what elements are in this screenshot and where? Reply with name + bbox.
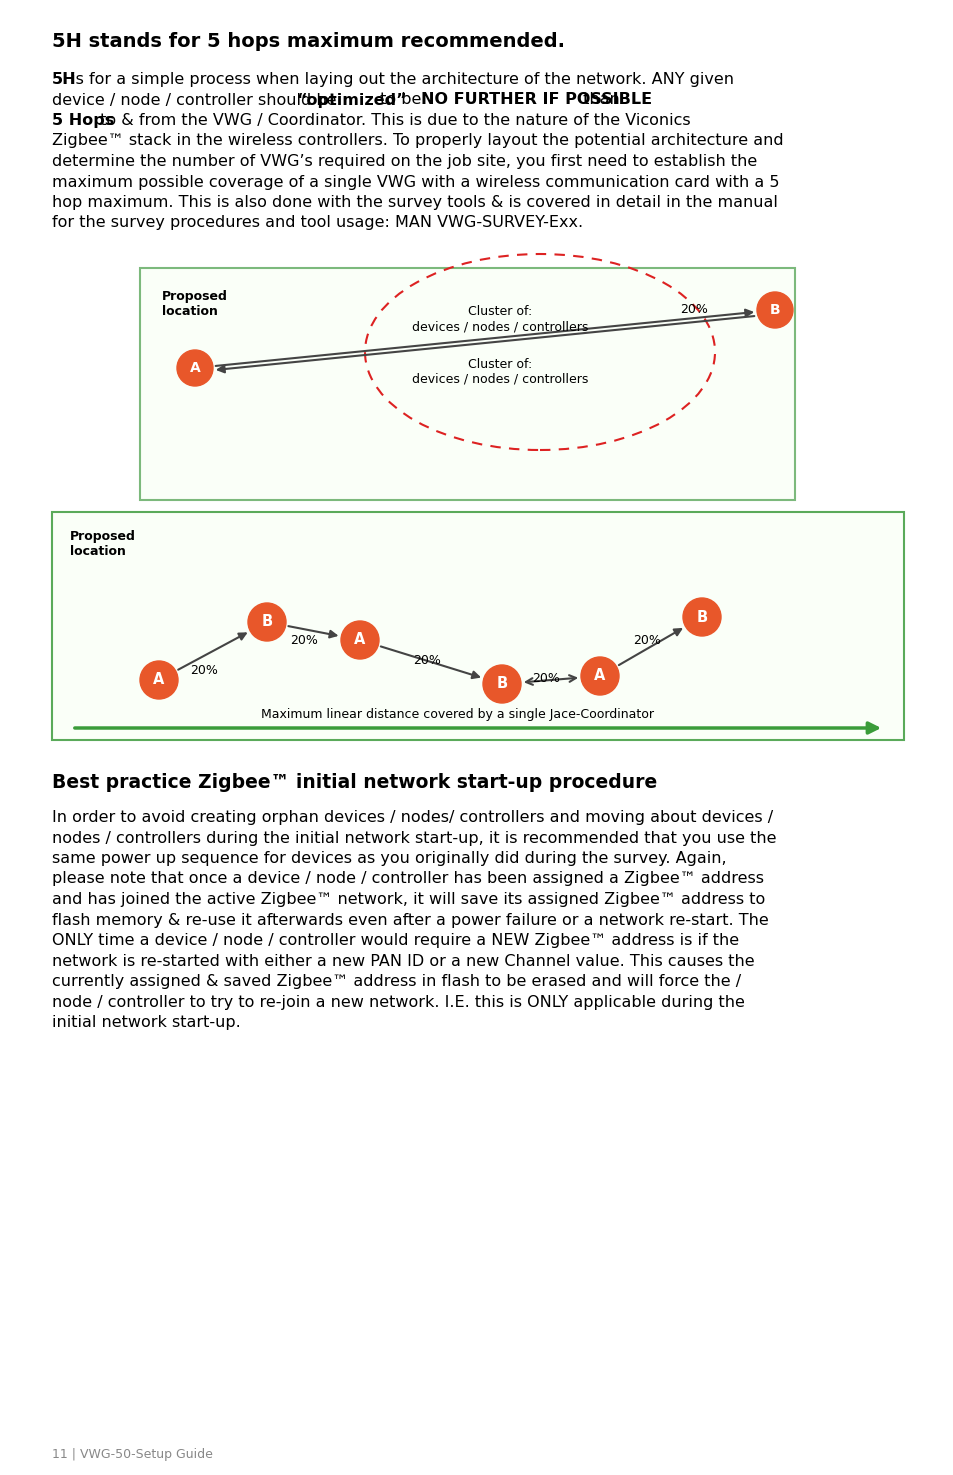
Text: ONLY time a device / node / controller would require a NEW Zigbee™ address is if: ONLY time a device / node / controller w…: [52, 934, 739, 948]
Text: is for a simple process when laying out the architecture of the network. ANY giv: is for a simple process when laying out …: [66, 72, 734, 87]
Text: B: B: [261, 615, 273, 630]
Text: Zigbee™ stack in the wireless controllers. To properly layout the potential arch: Zigbee™ stack in the wireless controller…: [52, 134, 782, 149]
Text: 20%: 20%: [413, 653, 440, 667]
Text: 20%: 20%: [679, 302, 707, 316]
Text: Maximum linear distance covered by a single Jace-Coordinator: Maximum linear distance covered by a sin…: [261, 708, 654, 721]
Circle shape: [140, 661, 178, 699]
Text: same power up sequence for devices as you originally did during the survey. Agai: same power up sequence for devices as yo…: [52, 851, 726, 866]
Text: Best practice Zigbee™ initial network start-up procedure: Best practice Zigbee™ initial network st…: [52, 773, 657, 792]
Text: device / node / controller should be: device / node / controller should be: [52, 93, 341, 108]
Text: 20%: 20%: [532, 673, 559, 684]
Text: currently assigned & saved Zigbee™ address in flash to be erased and will force : currently assigned & saved Zigbee™ addre…: [52, 974, 740, 990]
Text: Proposed
location: Proposed location: [162, 291, 228, 319]
Bar: [140, 268, 794, 500]
Text: A: A: [594, 668, 605, 683]
Text: 5H stands for 5 hops maximum recommended.: 5H stands for 5 hops maximum recommended…: [52, 32, 564, 52]
Text: hop maximum. This is also done with the survey tools & is covered in detail in t: hop maximum. This is also done with the …: [52, 195, 777, 209]
Text: than: than: [578, 93, 619, 108]
Text: for the survey procedures and tool usage: MAN VWG-SURVEY-Exx.: for the survey procedures and tool usage…: [52, 215, 582, 230]
Text: “optimized”: “optimized”: [296, 93, 407, 108]
Text: 5 Hops: 5 Hops: [52, 114, 114, 128]
Circle shape: [682, 597, 720, 636]
Text: to be: to be: [375, 93, 426, 108]
Text: B: B: [769, 302, 780, 317]
Text: NO FURTHER IF POSSIBLE: NO FURTHER IF POSSIBLE: [421, 93, 652, 108]
Circle shape: [248, 603, 286, 642]
Text: Proposed
location: Proposed location: [70, 530, 135, 558]
Text: and has joined the active Zigbee™ network, it will save its assigned Zigbee™ add: and has joined the active Zigbee™ networ…: [52, 892, 764, 907]
Text: flash memory & re-use it afterwards even after a power failure or a network re-s: flash memory & re-use it afterwards even…: [52, 913, 768, 928]
Text: to & from the VWG / Coordinator. This is due to the nature of the Viconics: to & from the VWG / Coordinator. This is…: [94, 114, 690, 128]
Text: In order to avoid creating orphan devices / nodes/ controllers and moving about : In order to avoid creating orphan device…: [52, 810, 772, 825]
Text: 20%: 20%: [290, 634, 317, 648]
Text: A: A: [190, 361, 200, 375]
Circle shape: [482, 665, 520, 704]
Text: B: B: [496, 677, 507, 692]
Text: A: A: [354, 633, 365, 648]
Text: node / controller to try to re-join a new network. I.E. this is ONLY applicable : node / controller to try to re-join a ne…: [52, 994, 744, 1009]
Text: network is re-started with either a new PAN ID or a new Channel value. This caus: network is re-started with either a new …: [52, 953, 754, 969]
Text: determine the number of VWG’s required on the job site, you first need to establ: determine the number of VWG’s required o…: [52, 153, 757, 170]
Text: A: A: [153, 673, 165, 687]
Text: Cluster of:
devices / nodes / controllers: Cluster of: devices / nodes / controller…: [412, 305, 588, 333]
Text: 20%: 20%: [190, 664, 217, 677]
Text: B: B: [696, 609, 707, 624]
Circle shape: [757, 292, 792, 327]
Text: Cluster of:
devices / nodes / controllers: Cluster of: devices / nodes / controller…: [412, 358, 588, 386]
Circle shape: [580, 656, 618, 695]
Text: initial network start-up.: initial network start-up.: [52, 1015, 240, 1030]
Bar: [52, 512, 903, 740]
Text: 20%: 20%: [633, 634, 660, 648]
Circle shape: [340, 621, 378, 659]
Text: maximum possible coverage of a single VWG with a wireless communication card wit: maximum possible coverage of a single VW…: [52, 174, 779, 189]
Text: 5H: 5H: [52, 72, 76, 87]
Text: nodes / controllers during the initial network start-up, it is recommended that : nodes / controllers during the initial n…: [52, 830, 776, 845]
Circle shape: [177, 350, 213, 386]
Text: 11 | VWG-50-Setup Guide: 11 | VWG-50-Setup Guide: [52, 1448, 213, 1462]
Text: please note that once a device / node / controller has been assigned a Zigbee™ a: please note that once a device / node / …: [52, 872, 763, 886]
